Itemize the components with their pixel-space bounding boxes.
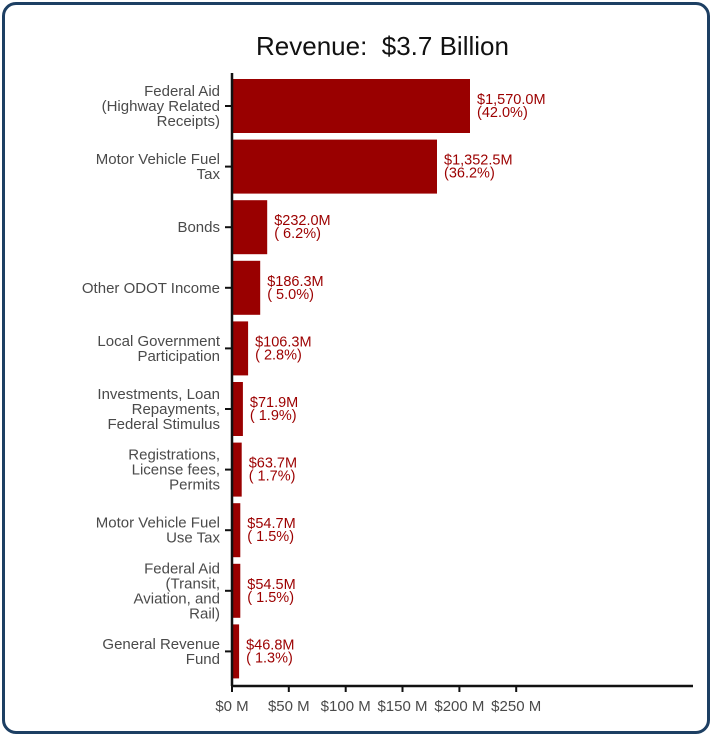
x-tick-label: $50 M [268,698,310,715]
x-tick-label: $100 M [321,698,371,715]
category-label: Use Tax [166,530,220,547]
category-label: Fund [186,651,220,668]
bar [232,382,243,436]
category-label: Repayments, [132,401,220,418]
bar [232,321,249,376]
revenue-bar-chart: $1,570.0M(42.0%)Federal Aid(Highway Rela… [82,73,693,715]
category-label: Rail) [189,605,220,622]
category-label: Federal Aid [144,83,220,100]
x-tick-label: $200 M [434,698,484,715]
category-label: Aviation, and [134,590,220,607]
category-label: Tax [197,166,221,183]
bar [232,200,268,255]
category-label: Registrations, [128,447,220,464]
category-label: Motor Vehicle Fuel [96,151,220,168]
category-label: Federal Aid [144,560,220,577]
data-label-value: $1,570.0M [477,92,546,108]
data-label-value: $232.0M [274,213,330,229]
data-label-value: $54.5M [247,577,295,593]
category-label: Local Government [97,333,220,350]
category-label: Federal Stimulus [107,416,220,433]
x-tick-label: $150 M [377,698,427,715]
data-label-percent: ( 2.8%) [255,347,302,363]
bar [232,624,240,679]
category-label: License fees, [132,462,220,479]
chart-frame: Revenue: $3.7 Billion $1,570.0M (42.0%) Fe… [2,2,710,734]
data-label-value: $106.3M [255,334,311,350]
category-label: Permits [169,477,220,494]
category-label: Investments, Loan [97,386,220,403]
data-label-value: $46.8M [246,637,294,653]
bar [232,503,241,558]
bar [232,563,241,618]
category-label: Other ODOT Income [82,280,220,297]
category-label: (Transit, [166,575,220,592]
category-label: General Revenue [102,636,220,653]
category-label: Participation [137,348,220,365]
data-label-value: $54.7M [247,516,295,532]
category-label: Bonds [177,219,220,236]
data-label-value: $63.7M [249,456,297,472]
data-label-value: $71.9M [250,395,298,411]
data-label-value: $1,352.5M [444,153,513,169]
chart-title: Revenue: $3.7 Billion [256,31,509,61]
data-label-percent: ( 6.2%) [274,226,321,242]
data-label-percent: ( 1.7%) [249,469,296,485]
category-label: Receipts) [157,113,220,130]
data-label-percent: (42.0%) [477,105,528,121]
data-label-percent: ( 1.3%) [246,650,293,666]
category-label: Motor Vehicle Fuel [96,515,220,532]
x-tick-label: $250 M [491,698,541,715]
category-label: (Highway Related [102,98,220,115]
bar [232,442,242,497]
bar [232,260,261,315]
bar [232,139,437,194]
x-tick-label: $0 M [215,698,248,715]
bar [232,79,470,133]
data-label-percent: ( 1.5%) [247,529,294,545]
data-label-percent: ( 5.0%) [267,287,314,303]
data-label-value: $186.3M [267,274,323,290]
data-label-percent: ( 1.9%) [250,408,297,424]
data-label-percent: ( 1.5%) [247,590,294,606]
data-label-percent: (36.2%) [444,166,495,182]
